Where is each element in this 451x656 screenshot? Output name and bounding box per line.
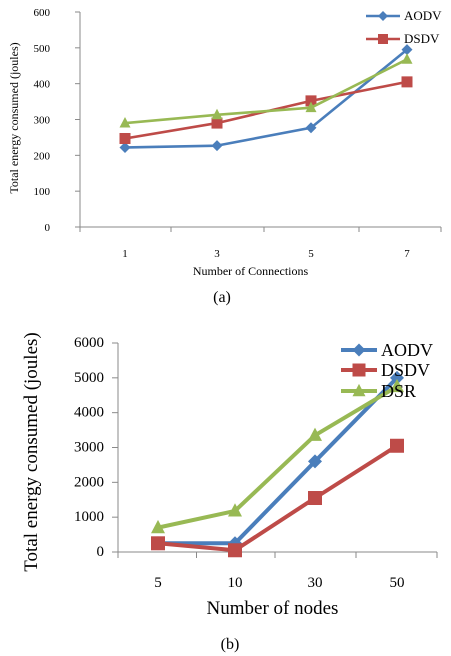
series-1-point (119, 132, 131, 144)
y-tick-label: 3000 (74, 440, 104, 456)
series-1-point (390, 438, 404, 453)
legend-label: DSDV (381, 360, 430, 380)
legend-marker (352, 383, 366, 397)
y-tick-label: 100 (34, 186, 51, 198)
y-tick-label: 6000 (74, 335, 104, 351)
series-0-point (401, 44, 413, 56)
series-1-point (228, 543, 242, 558)
y-axis-title: Total energy consumed (joules) (7, 42, 21, 193)
x-axis-title: Number of nodes (207, 598, 339, 619)
series-line-2 (124, 58, 408, 125)
y-tick-label: 400 (34, 79, 51, 91)
legend-label: AODV (381, 340, 433, 360)
chart-a: 0 100 200 300 400 500 600 1 3 5 7 Number of Connect… (7, 7, 442, 306)
y-tick-label: 1000 (74, 509, 104, 525)
series-2-point (211, 108, 223, 120)
series-1-point (308, 491, 322, 506)
series-2-point (305, 101, 317, 113)
series-2-point (390, 378, 404, 393)
x-tick-label: 5 (308, 248, 314, 260)
series-line-0 (124, 48, 408, 149)
y-tick-label: 500 (34, 43, 51, 55)
series-0-point (305, 122, 317, 134)
series-2-point (401, 53, 413, 64)
legend-marker (352, 363, 366, 377)
x-tick-label: 3 (214, 248, 220, 260)
y-tick-label: 5000 (74, 370, 104, 386)
legend-marker (352, 343, 366, 357)
x-tick-label: 30 (308, 575, 323, 591)
legend-marker (378, 34, 388, 44)
legend-label: AODV (404, 8, 442, 23)
series-0-point (119, 141, 131, 153)
series-2-point (228, 503, 242, 517)
x-tick-label: 50 (390, 575, 405, 591)
x-tick-label: 10 (228, 575, 243, 591)
y-tick-label: 2000 (74, 474, 104, 490)
series-2-point (308, 427, 322, 441)
series-2-point (151, 519, 165, 534)
series-line-2 (157, 384, 399, 530)
series-0-point (308, 454, 322, 469)
x-tick-label: 1 (122, 248, 128, 260)
series-2-point (119, 117, 131, 128)
series-1-point (305, 95, 317, 107)
legend-label: DSDV (404, 31, 440, 46)
y-tick-label: 600 (34, 7, 51, 19)
figure-caption: (b) (221, 636, 240, 653)
y-tick-label: 300 (34, 115, 51, 127)
series-line-0 (158, 376, 399, 546)
x-axis-title: Number of Connections (193, 264, 309, 278)
series-1-point (401, 76, 413, 88)
y-tick-label: 200 (34, 150, 51, 162)
x-tick-label: 7 (404, 248, 410, 260)
series-1-point (151, 536, 165, 551)
series-0-point (390, 370, 404, 385)
series-line-1 (157, 444, 399, 553)
y-tick-label: 0 (97, 544, 105, 560)
y-axis-title: Total energy consumed (joules) (21, 332, 42, 571)
y-tick-label: 0 (45, 222, 51, 234)
figure-caption: (a) (213, 289, 231, 306)
series-0-point (211, 140, 223, 152)
y-tick-label: 4000 (74, 405, 104, 421)
legend-label: DSR (381, 381, 416, 401)
series-1-point (211, 117, 223, 129)
chart-b: 0 1000 2000 3000 4000 5000 6000 5 10 30 50 Number o… (21, 332, 438, 653)
legend-marker (378, 11, 388, 21)
x-tick-label: 5 (154, 575, 162, 591)
